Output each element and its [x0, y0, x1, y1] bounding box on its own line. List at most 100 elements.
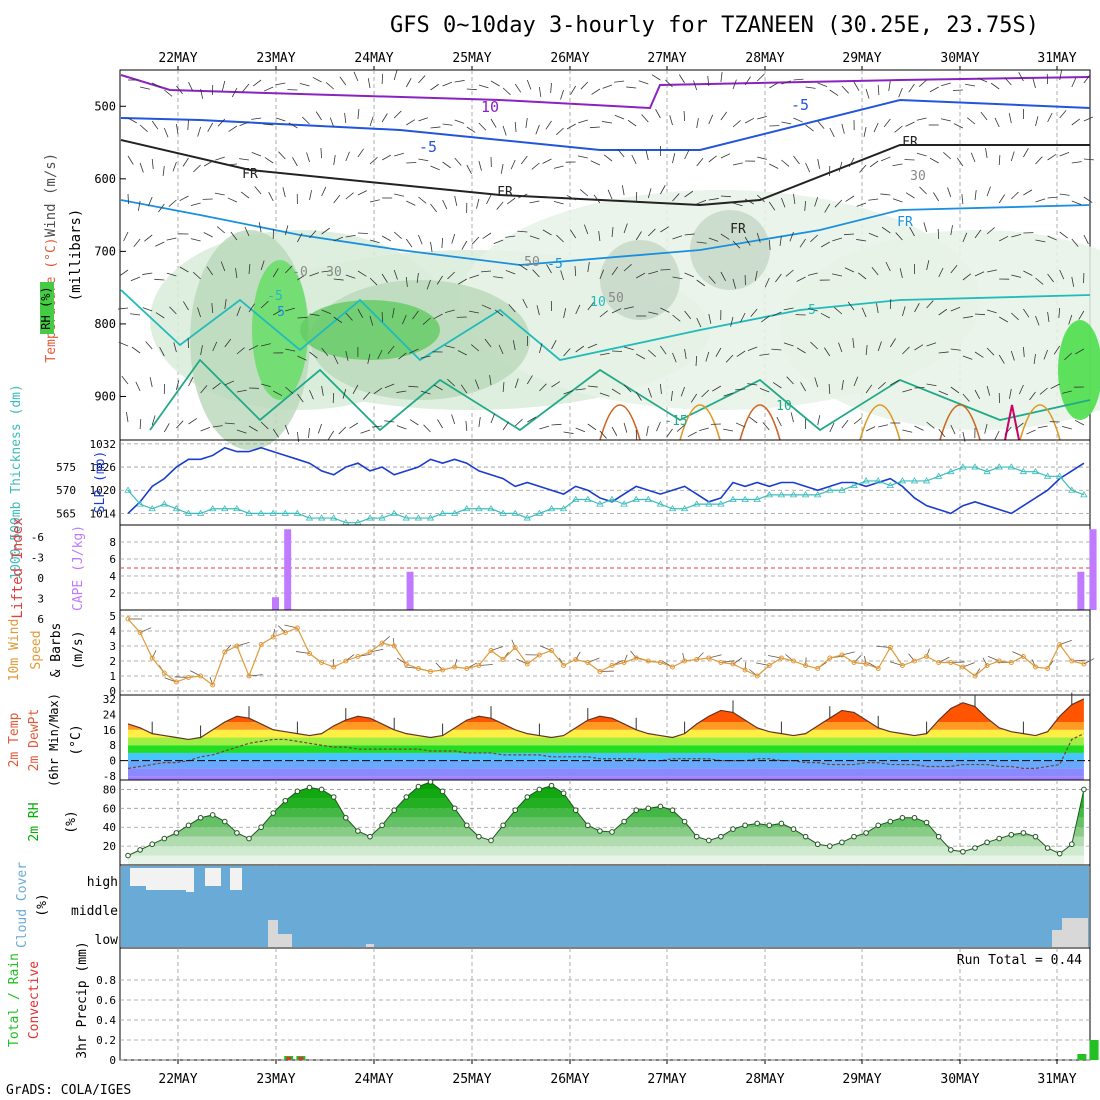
y-tick-label: 24	[103, 708, 117, 721]
wind-barb	[393, 70, 398, 81]
wind-barb	[176, 123, 179, 134]
wind-barb	[481, 270, 492, 273]
wind-barb	[660, 185, 666, 195]
wind-barb	[309, 230, 317, 239]
wind-barb	[297, 232, 303, 243]
wind-barb	[793, 193, 796, 204]
y-tick-label: -8	[103, 770, 116, 783]
wind-barb	[454, 80, 465, 83]
wind-barb	[756, 232, 761, 243]
rh-point	[464, 822, 470, 829]
rh-point	[125, 852, 131, 859]
y-tick-label: 0	[109, 755, 116, 768]
rh-point	[500, 822, 506, 829]
wind-barb	[696, 199, 707, 205]
wind-barb	[297, 355, 307, 361]
wind-barb	[599, 352, 610, 356]
wind-barb	[856, 239, 867, 242]
wind-barb	[433, 384, 443, 391]
wind-barb	[260, 300, 269, 309]
thickness-point	[1031, 467, 1040, 475]
wind-barb	[648, 270, 659, 275]
wind-barb	[712, 385, 722, 392]
contour-label: 5	[277, 305, 285, 320]
thickness-point	[208, 504, 217, 512]
wind-barb	[546, 264, 552, 274]
wind-barb	[672, 153, 676, 164]
wind-barb	[869, 160, 879, 168]
wind-barb	[1083, 158, 1094, 161]
wind-barb	[672, 235, 683, 240]
wind-barb	[235, 268, 238, 279]
wind-barb	[590, 160, 601, 166]
wind-barb	[614, 80, 625, 83]
wind-barb	[490, 80, 500, 87]
wind-barb	[575, 388, 586, 391]
thickness-point	[245, 509, 253, 516]
wind-barb	[937, 228, 940, 240]
wind-barb	[275, 117, 286, 122]
slp-thickness-panel: 1032 1026 1020 1014 575 570 565 1000~500mb Thic…	[9, 384, 1091, 580]
date-label-bottom: 25MAY	[452, 1072, 491, 1087]
wind-barb	[211, 303, 214, 314]
wind-barb	[598, 231, 601, 242]
wind-barb	[611, 227, 614, 238]
wind-barb	[285, 348, 296, 352]
wind-barb	[775, 273, 782, 283]
wind-barb	[1004, 426, 1012, 435]
rh-point	[222, 818, 228, 825]
wind-barb	[974, 389, 981, 400]
wind-barb	[865, 426, 876, 432]
wind-speed-point	[924, 654, 930, 659]
wind-barb	[638, 80, 649, 85]
wind-barb	[490, 413, 495, 424]
rh-point	[597, 828, 603, 834]
wind-barb	[159, 346, 165, 357]
wind-barb	[660, 383, 662, 394]
wind-barb	[396, 425, 407, 430]
wind-barb	[550, 82, 552, 93]
precip-convective-bar	[286, 1057, 292, 1060]
wind-barb	[768, 239, 771, 250]
wind-barb	[496, 201, 504, 210]
wind-barb	[405, 238, 413, 248]
thickness-point	[172, 504, 181, 512]
wind-barb	[626, 86, 637, 89]
wind-barb	[715, 347, 722, 357]
wind-barb	[962, 393, 970, 402]
wind-barb	[865, 88, 870, 99]
wind-barb	[904, 159, 915, 161]
wind-barb	[986, 186, 991, 197]
wind-barb	[398, 352, 407, 360]
wind-barb	[344, 113, 347, 124]
wind-barb	[212, 341, 218, 352]
wind-speed-point	[803, 663, 809, 668]
wind-speed-point	[791, 658, 796, 664]
wind-barb	[352, 384, 359, 394]
wind-barb	[321, 270, 332, 273]
wind-barb	[381, 273, 388, 283]
wind-barb	[950, 386, 960, 394]
wind-speed-point	[367, 649, 373, 655]
wind-barb	[587, 301, 595, 311]
wind-barb	[682, 652, 685, 662]
wind-barb	[127, 155, 134, 165]
wind-barb	[761, 315, 770, 323]
rh-point	[282, 797, 289, 804]
wind-barb	[393, 231, 402, 239]
wind-barb	[332, 392, 335, 404]
wind-speed-point	[597, 669, 603, 674]
rh-shading	[690, 210, 770, 290]
thickness-point	[402, 514, 411, 521]
wind-barb	[593, 194, 601, 204]
rh-point	[294, 788, 301, 795]
wind-barb	[163, 423, 170, 433]
wind-axis-label: & Barbs	[49, 623, 64, 678]
wind-barb	[805, 162, 811, 173]
wind-barb	[302, 116, 310, 125]
wind-barb	[708, 237, 719, 242]
wind-barb	[617, 148, 625, 158]
wind-barb	[360, 429, 371, 434]
wind-barb	[510, 159, 516, 170]
wind-speed-point	[633, 655, 639, 661]
